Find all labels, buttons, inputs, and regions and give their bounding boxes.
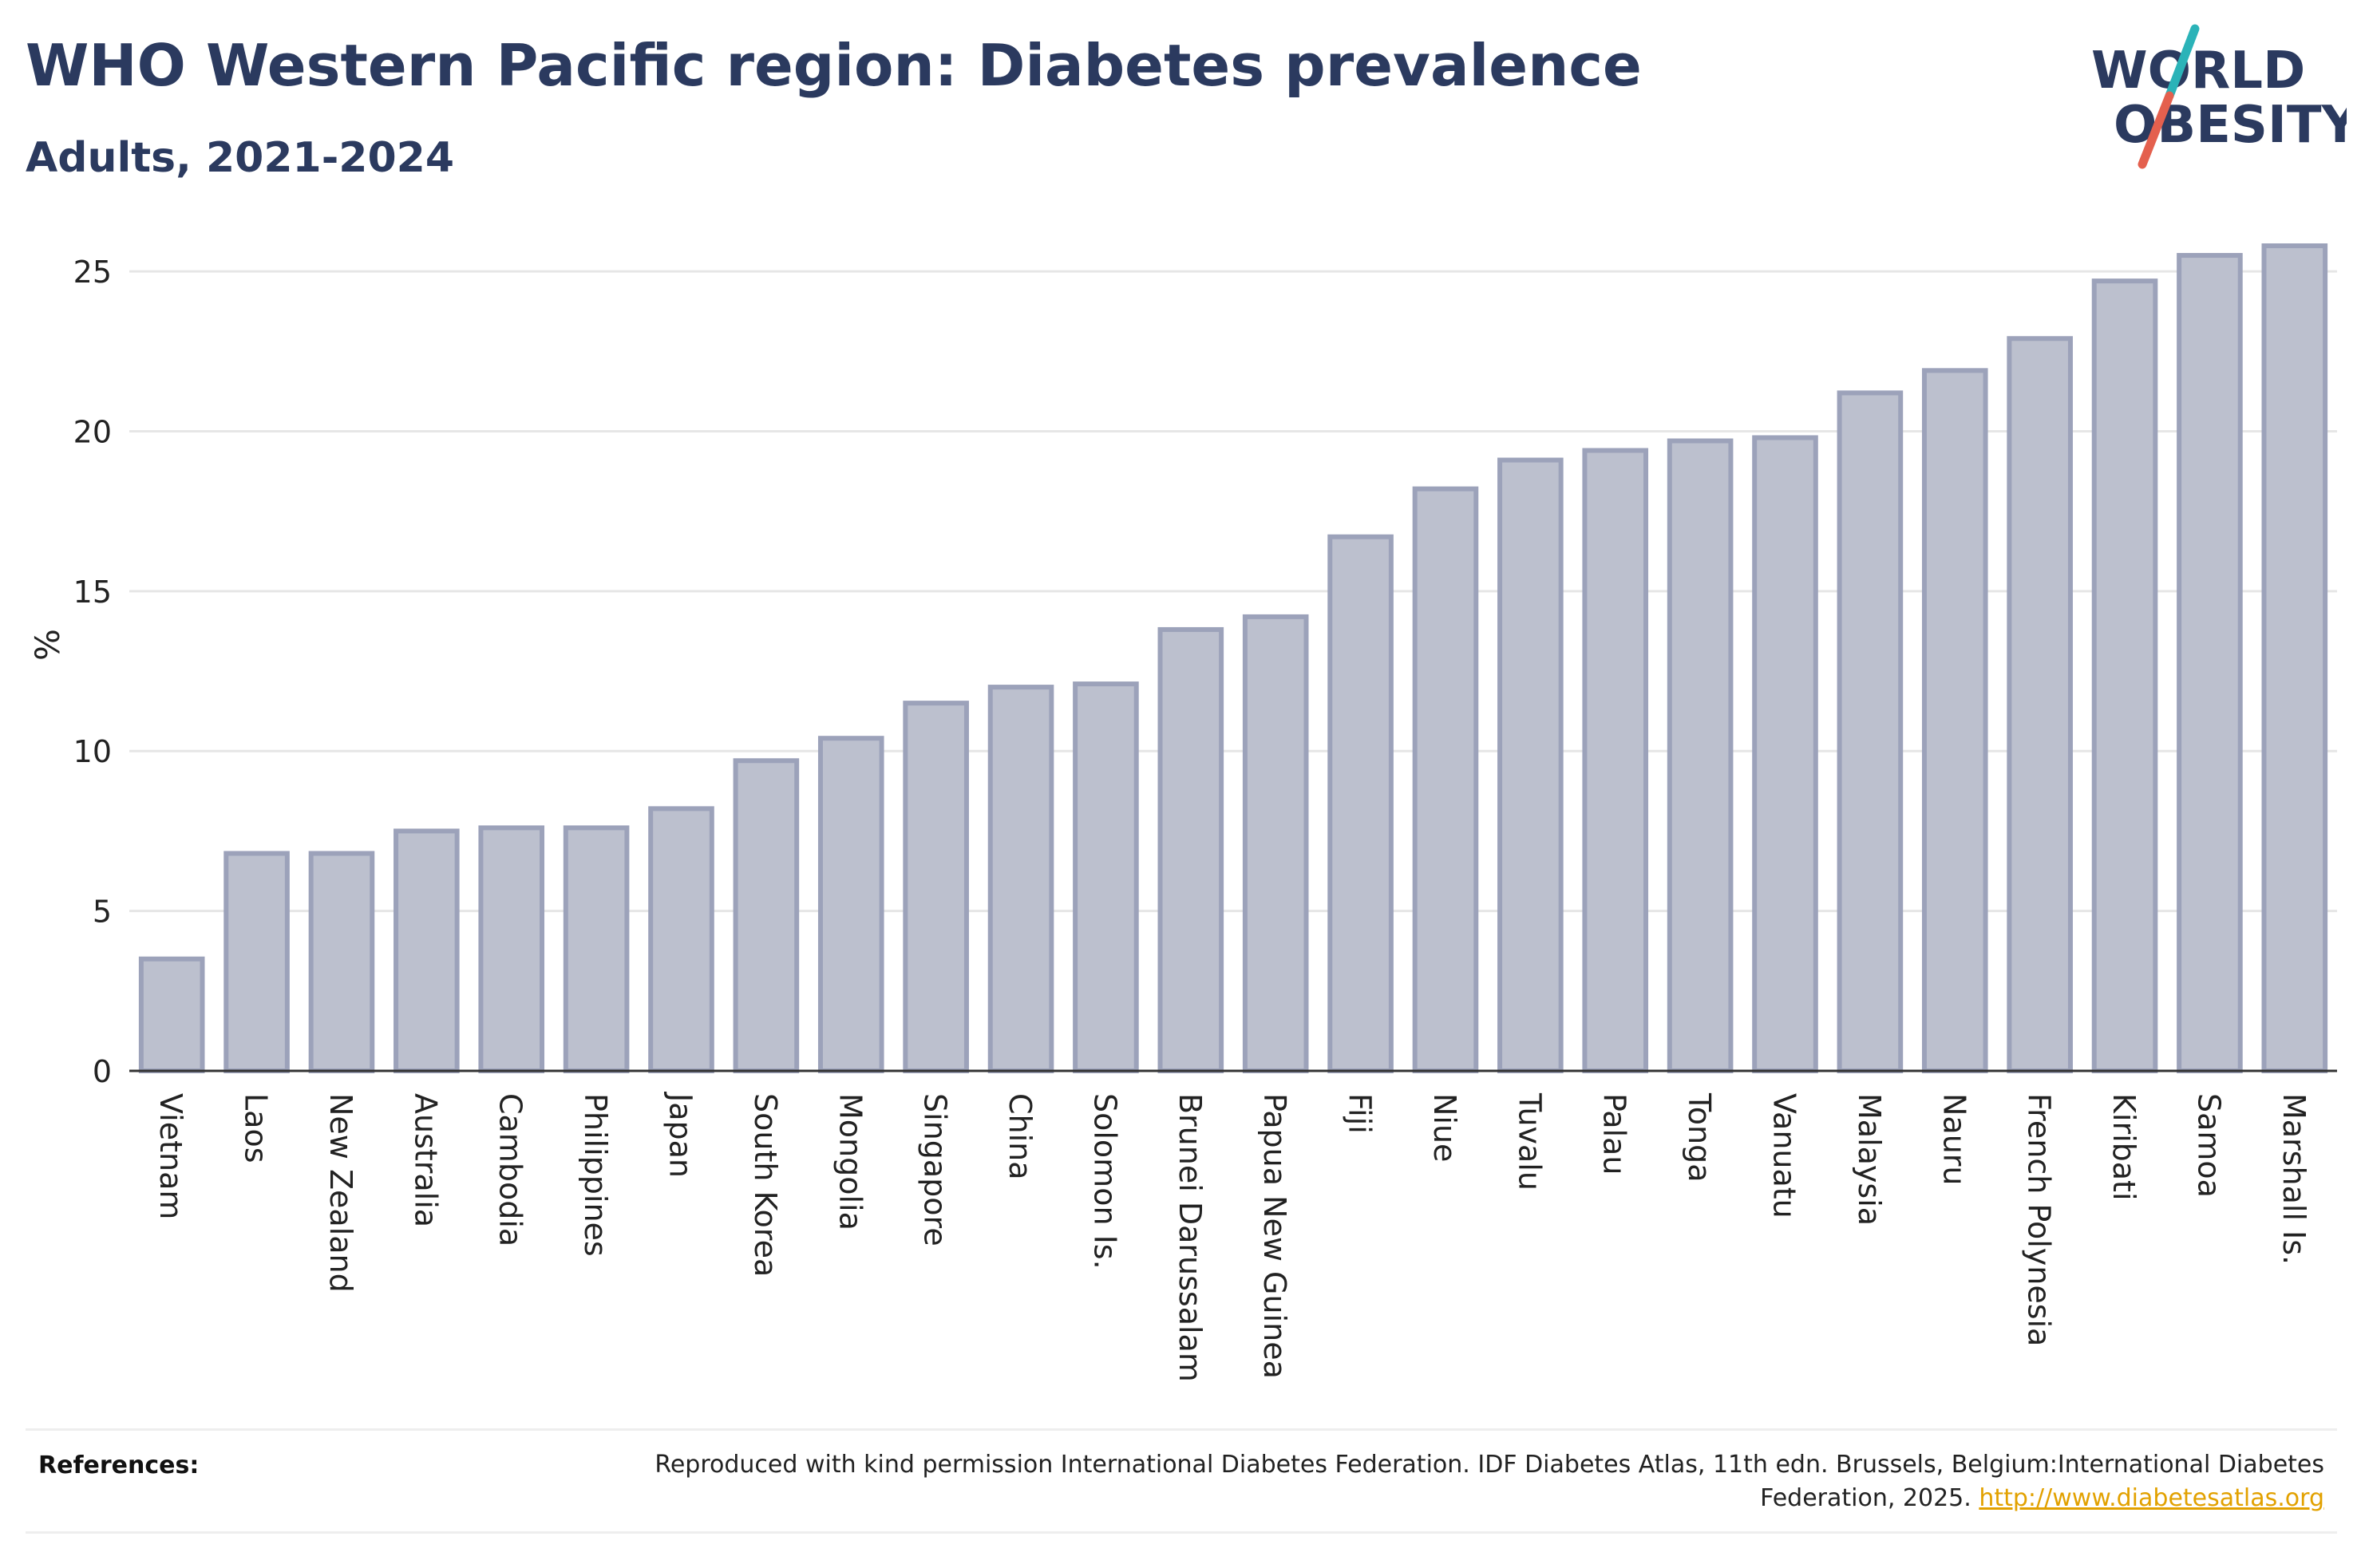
x-tick-label: Vanuatu (1767, 1093, 1802, 1218)
x-tick-label: Palau (1597, 1093, 1632, 1175)
x-tick-label: Singapore (918, 1093, 953, 1246)
bar-niue (1412, 486, 1479, 1073)
bar-vietnam (138, 956, 205, 1073)
bar-singapore (903, 701, 969, 1073)
x-tick-label: Niue (1427, 1093, 1462, 1162)
bar-kiribati (2091, 278, 2158, 1074)
x-tick-label: South Korea (748, 1093, 783, 1277)
references-label: References: (38, 1451, 200, 1479)
x-tick-label: Japan (663, 1092, 698, 1178)
chart-title: WHO Western Pacific region: Diabetes pre… (26, 32, 1642, 99)
y-tick-label: 10 (73, 734, 112, 769)
y-tick-label: 25 (73, 255, 112, 290)
x-tick-label: Brunei Darussalam (1173, 1093, 1208, 1382)
logo-text-world: WORLD (2091, 41, 2305, 101)
bar-new-zealand (308, 851, 375, 1073)
x-tick-label: China (1003, 1093, 1038, 1180)
x-tick-label: Kiribati (2106, 1093, 2142, 1201)
x-tick-label: Philippines (578, 1093, 613, 1257)
bar-australia (394, 828, 460, 1074)
x-axis-ticks: Vietnam Laos New Zealand Australia Cambodia P… (153, 1092, 2312, 1382)
x-tick-label: French Polynesia (2022, 1093, 2057, 1346)
y-tick-label: 5 (93, 895, 112, 930)
bar-japan (648, 806, 714, 1073)
x-tick-label: Marshall Is. (2276, 1093, 2312, 1265)
x-tick-label: Samoa (2191, 1093, 2226, 1198)
bar-papua-new-guinea (1242, 614, 1309, 1073)
x-tick-label: New Zealand (323, 1093, 358, 1293)
bar-nauru (1921, 368, 1988, 1074)
bar-solomon-is (1073, 681, 1139, 1073)
x-tick-label: Fiji (1343, 1093, 1378, 1134)
y-axis-ticks: 0 5 10 15 20 25 (73, 255, 112, 1089)
references-text: Reproduced with kind permission Internat… (584, 1448, 2324, 1515)
references-panel: References: Reproduced with kind permiss… (26, 1428, 2337, 1534)
logo-slash-top (2165, 24, 2200, 101)
bar-mongolia (817, 736, 884, 1073)
bar-brunei-darussalam (1157, 626, 1224, 1073)
x-tick-label: Solomon Is. (1087, 1093, 1122, 1270)
bar-cambodia (478, 825, 545, 1074)
y-tick-label: 20 (73, 414, 112, 449)
world-obesity-logo[interactable]: WORLD OBESITY (2075, 16, 2347, 176)
x-tick-label: Cambodia (493, 1093, 528, 1246)
bar-fiji (1327, 534, 1394, 1073)
x-tick-label: Tonga (1682, 1092, 1717, 1183)
bar-tonga (1667, 438, 1734, 1073)
bar-china (987, 685, 1054, 1073)
x-tick-label: Australia (408, 1093, 443, 1227)
bar-philippines (563, 825, 630, 1074)
bar-french-polynesia (2007, 336, 2073, 1073)
x-tick-label: Nauru (1936, 1093, 1971, 1186)
bar-south-korea (733, 758, 800, 1073)
bar-chart: 0 5 10 15 20 25 Vietnam Laos New Zealand Austral… (28, 243, 2337, 1382)
grid-lines (129, 270, 2337, 913)
logo-slash-bottom (2138, 91, 2174, 169)
chart-subtitle: Adults, 2021-2024 (26, 134, 455, 182)
x-tick-label: Vietnam (153, 1093, 188, 1219)
bar-vanuatu (1752, 435, 1818, 1073)
y-axis-label: % (28, 629, 67, 661)
bar-laos (223, 851, 290, 1073)
references-link[interactable]: http://www.diabetesatlas.org (1979, 1484, 2324, 1512)
x-tick-label: Papua New Guinea (1257, 1093, 1292, 1379)
bars (138, 243, 2328, 1074)
x-tick-label: Laos (239, 1093, 274, 1163)
x-tick-label: Tuvalu (1512, 1092, 1547, 1191)
x-tick-label: Mongolia (832, 1093, 868, 1230)
references-citation: Reproduced with kind permission Internat… (655, 1451, 2324, 1512)
bar-tuvalu (1497, 457, 1564, 1073)
bar-samoa (2177, 253, 2243, 1073)
y-tick-label: 0 (93, 1054, 112, 1089)
x-tick-label: Malaysia (1852, 1093, 1887, 1226)
bar-marshall-is (2261, 243, 2328, 1073)
y-tick-label: 15 (73, 575, 112, 610)
bar-malaysia (1837, 390, 1904, 1074)
bar-palau (1582, 448, 1649, 1073)
